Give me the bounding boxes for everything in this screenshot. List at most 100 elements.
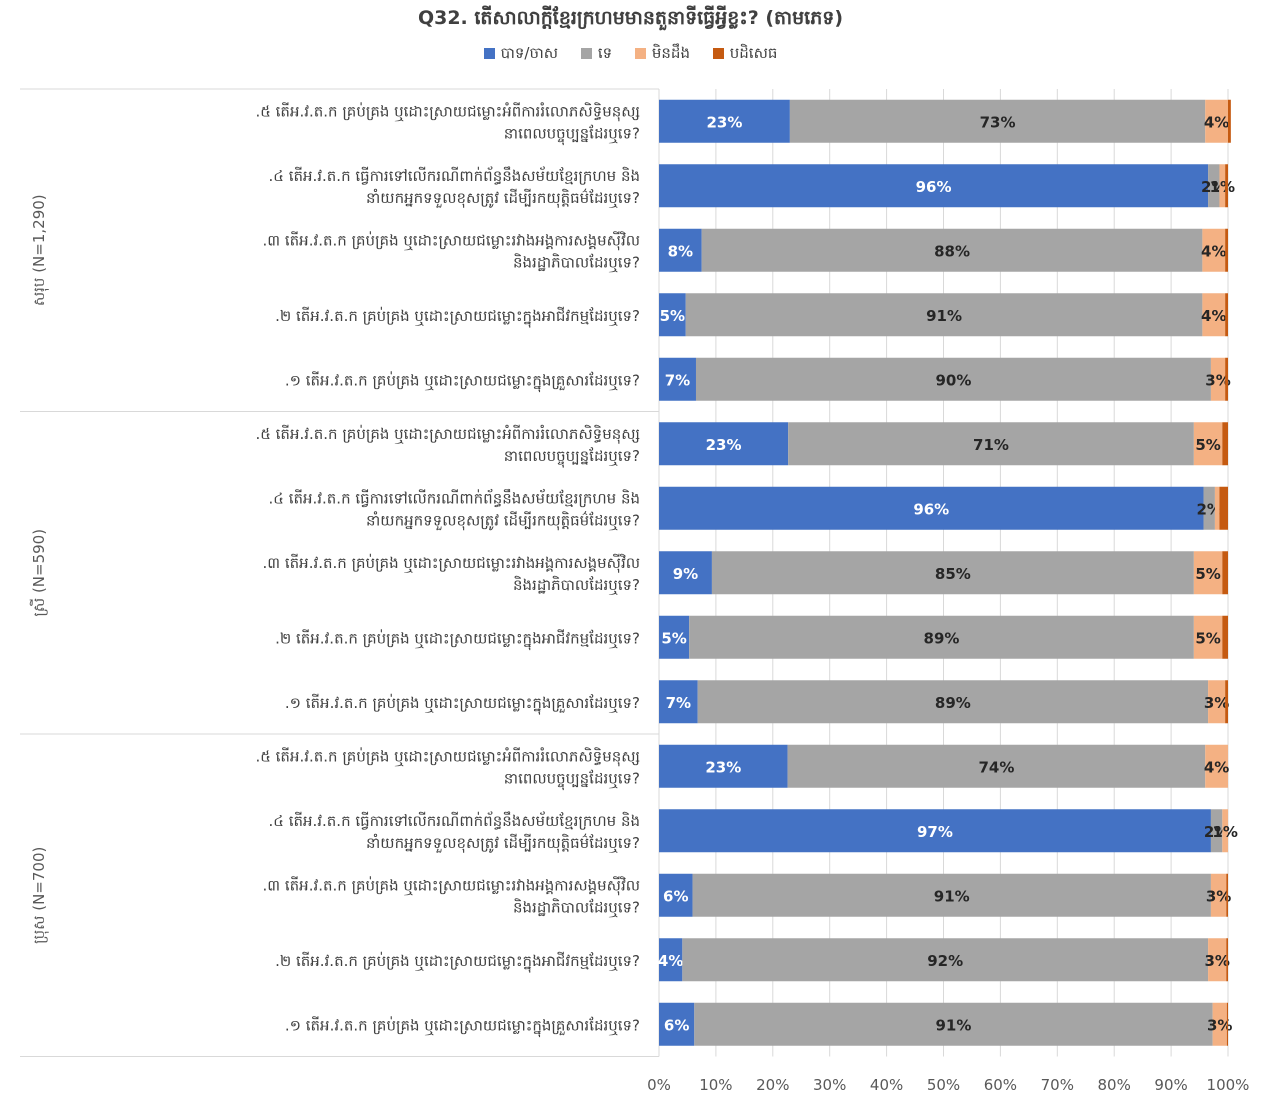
legend-item-dont-know: មិនដឹង bbox=[634, 44, 690, 66]
data-label: 5% bbox=[660, 307, 685, 325]
data-label: 3% bbox=[1205, 371, 1230, 389]
bar-segment bbox=[694, 1002, 1213, 1046]
data-label: 5% bbox=[1195, 565, 1220, 583]
bar-segment bbox=[1225, 228, 1228, 272]
bar-segment bbox=[659, 1002, 695, 1046]
category-label: .៥ តើអ.វ.ត.ក គ្រប់គ្រង ឬដោះស្រាយជម្លោះអំ… bbox=[256, 101, 641, 121]
chart-title: Q32. តើសាលាក្តីខ្មែរក្រហមមានតួនាទីធ្វើអ្… bbox=[417, 7, 844, 29]
data-label: 73% bbox=[980, 113, 1016, 131]
legend-label-dont-know: មិនដឹង bbox=[651, 44, 690, 62]
legend-item-refused: បដិសេធ bbox=[712, 44, 777, 66]
legend-swatch-no bbox=[580, 48, 592, 59]
data-label: 4% bbox=[1204, 758, 1229, 776]
category-label: .២ តើអ.វ.ត.ក គ្រប់គ្រង ឬដោះស្រាយជម្លោះក្… bbox=[275, 628, 640, 650]
data-label: 6% bbox=[663, 887, 688, 905]
bar-segment bbox=[659, 228, 702, 272]
bar-segment bbox=[1222, 422, 1228, 466]
bar-segment bbox=[1212, 1002, 1227, 1046]
category-label: .៥ តើអ.វ.ត.ក គ្រប់គ្រង ឬដោះស្រាយជម្លោះអំ… bbox=[256, 424, 641, 444]
x-tick-label: 90% bbox=[1154, 1076, 1187, 1094]
data-label: 5% bbox=[661, 629, 686, 647]
category-label: .១ តើអ.វ.ត.ក គ្រប់គ្រង ឬដោះស្រាយជម្លោះក្… bbox=[285, 693, 640, 715]
legend-label-no: ទេ bbox=[597, 44, 613, 62]
data-label: 85% bbox=[935, 565, 971, 583]
bar-segment bbox=[1193, 615, 1223, 659]
bar-segment bbox=[659, 164, 1209, 208]
category-label: .១ តើអ.វ.ត.ក គ្រប់គ្រង ឬដោះស្រាយជម្លោះក្… bbox=[285, 1015, 640, 1037]
x-tick-label: 70% bbox=[1041, 1076, 1074, 1094]
bar-segment bbox=[1222, 809, 1228, 853]
bar-segment bbox=[689, 615, 1194, 659]
legend-label-yes: បាទ/ចាស bbox=[500, 44, 559, 62]
bar-segment bbox=[1222, 615, 1228, 659]
group-label: ស្រី (N=590) bbox=[29, 529, 48, 617]
data-label: 90% bbox=[936, 371, 972, 389]
data-label: 1% bbox=[1212, 823, 1237, 841]
bar-segment bbox=[1210, 809, 1223, 853]
chart-legend: បាទ/ចាស ទេ មិនដឹង បដិសេធ bbox=[0, 44, 1261, 66]
data-label: 23% bbox=[706, 436, 742, 454]
data-label: 89% bbox=[935, 694, 971, 712]
data-label: 4% bbox=[1204, 113, 1229, 131]
x-tick-label: 10% bbox=[699, 1076, 732, 1094]
legend-swatch-yes bbox=[483, 48, 495, 59]
data-label: 1% bbox=[1210, 178, 1235, 196]
legend-swatch-dont-know bbox=[634, 48, 646, 59]
data-label: 89% bbox=[924, 629, 960, 647]
bar-segment bbox=[697, 680, 1209, 724]
bar-segment bbox=[659, 293, 686, 337]
data-label: 7% bbox=[666, 694, 691, 712]
bar-segment bbox=[1210, 357, 1226, 401]
bar-segment bbox=[659, 680, 698, 724]
bar-segment bbox=[1208, 938, 1227, 982]
data-label: 91% bbox=[936, 1016, 972, 1034]
bar-segment bbox=[1208, 164, 1220, 208]
data-label: 4% bbox=[1201, 307, 1226, 325]
category-label: និងរដ្ឋាភិបាលដែរឬទេ? bbox=[513, 252, 640, 272]
data-label: 3% bbox=[1204, 694, 1229, 712]
bar-segment bbox=[1219, 164, 1226, 208]
category-label: នាំយកអ្នកទទួលខុសត្រូវ ដើម្បីរកយុត្តិធម៌ដ… bbox=[366, 188, 640, 208]
data-label: 96% bbox=[916, 178, 952, 196]
bar-segment bbox=[788, 422, 1194, 466]
bar-segment bbox=[1208, 680, 1226, 724]
data-label: 92% bbox=[927, 952, 963, 970]
bar-segment bbox=[1226, 873, 1228, 917]
bar-segment bbox=[692, 873, 1211, 917]
data-label: 9% bbox=[673, 565, 698, 583]
bar-segment bbox=[701, 228, 1203, 272]
data-label: 4% bbox=[1201, 242, 1226, 260]
category-label: .៣ តើអ.វ.ត.ក គ្រប់គ្រង ឬដោះស្រាយជម្លោះរវ… bbox=[263, 553, 640, 573]
bar-segment bbox=[789, 99, 1206, 143]
x-tick-label: 0% bbox=[647, 1076, 671, 1094]
data-label: 74% bbox=[978, 758, 1014, 776]
x-tick-label: 80% bbox=[1098, 1076, 1131, 1094]
data-label: 5% bbox=[1195, 436, 1220, 454]
category-label: .៤ តើអ.វ.ត.ក ធ្វើការទៅលើករណីពាក់ព័ន្ធនឹង… bbox=[269, 166, 640, 185]
bar-segment bbox=[1228, 99, 1231, 143]
data-label: 3% bbox=[1207, 1016, 1232, 1034]
group-label: ប្រុស (N=700) bbox=[30, 847, 49, 944]
x-tick-label: 40% bbox=[870, 1076, 903, 1094]
data-label: 5% bbox=[1195, 629, 1220, 647]
bar-segment bbox=[1193, 551, 1223, 595]
bar-segment bbox=[1226, 1002, 1228, 1046]
bar-segment bbox=[1222, 551, 1228, 595]
data-label: 88% bbox=[934, 242, 970, 260]
bar-segment bbox=[659, 938, 683, 982]
bar-segment bbox=[1193, 422, 1223, 466]
data-label: 8% bbox=[668, 242, 693, 260]
bar-segment bbox=[659, 809, 1211, 853]
category-label: នាពេលបច្ចុប្បន្នដែរឬទេ? bbox=[504, 447, 640, 468]
bar-segment bbox=[1225, 680, 1228, 724]
category-label: .៤ តើអ.វ.ត.ក ធ្វើការទៅលើករណីពាក់ព័ន្ធនឹង… bbox=[269, 488, 640, 507]
category-label: .៣ តើអ.វ.ត.ក គ្រប់គ្រង ឬដោះស្រាយជម្លោះរវ… bbox=[263, 875, 640, 895]
bar-segment bbox=[1205, 99, 1228, 143]
category-label: នាពេលបច្ចុប្បន្នដែរឬទេ? bbox=[504, 769, 640, 790]
bar-segment bbox=[1205, 744, 1228, 788]
category-label: នាំយកអ្នកទទួលខុសត្រូវ ដើម្បីរកយុត្តិធម៌ដ… bbox=[366, 833, 640, 853]
category-label: នាំយកអ្នកទទួលខុសត្រូវ ដើម្បីរកយុត្តិធម៌ដ… bbox=[366, 510, 640, 530]
data-label: 7% bbox=[665, 371, 690, 389]
